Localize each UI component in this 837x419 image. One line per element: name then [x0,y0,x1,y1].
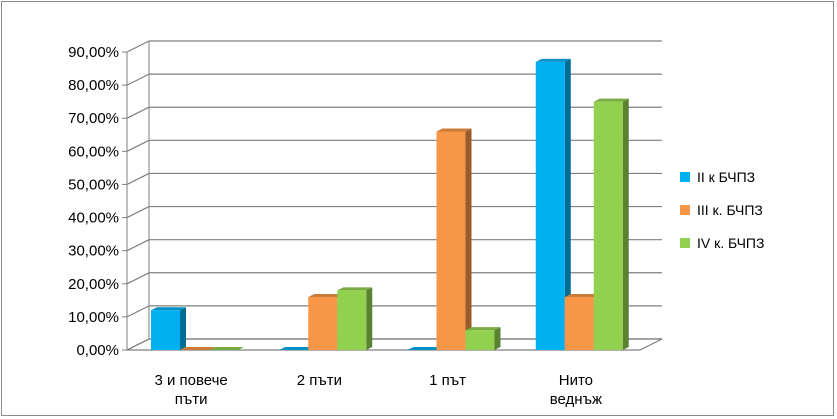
legend-swatch-0 [680,172,690,182]
x-tick-label-line: 2 пъти [297,372,342,389]
bar-front [593,101,623,351]
bar-2-1 [337,287,373,350]
legend-label-2: IV к. БЧПЗ [697,235,764,251]
bar-2-3 [593,98,629,351]
bar-top [407,347,443,350]
bar-front [465,330,495,350]
bar-front [337,290,367,350]
legend-label-1: III к. БЧПЗ [697,202,763,218]
legend-swatch-2 [680,238,690,248]
gridline-depth-8 [126,73,150,86]
bar-top [279,347,315,350]
bar-side [180,307,186,350]
bar-side [564,58,571,350]
bar-top [151,307,186,311]
y-tick-label-4: 40,00% [68,210,119,227]
bar-side [465,128,472,350]
legend: II к БЧПЗ III к. БЧПЗ IV к. БЧПЗ [680,169,764,251]
bar-2-2 [465,327,501,350]
y-tick-label-5: 50,00% [68,176,119,193]
bar-top [465,327,501,331]
gridline-depth-7 [126,106,150,119]
bar-top [337,287,373,291]
bar-top [209,347,244,350]
x-tick-label-3: Нито веднъж [550,372,602,408]
x-tick-label-0: 3 и повече пъти [154,372,227,408]
legend-swatch-1 [680,205,690,215]
bar-front [308,297,338,350]
gridline-depth-6 [126,139,150,152]
gridline-depth-4 [126,206,150,219]
bar-top [180,347,215,350]
bar-side [494,327,501,350]
y-tick-label-3: 30,00% [68,243,119,260]
bar-1-0 [180,347,215,350]
bar-side [366,287,373,350]
bar-2-0 [209,347,244,350]
bar-0-1 [279,347,315,350]
x-tick-label-line: Нито [559,372,593,389]
bar-front [151,310,180,350]
y-tick-label-6: 60,00% [68,143,119,160]
bar-0-2 [407,347,443,350]
bar-1-2 [436,128,472,350]
bar-side [622,98,629,351]
bar-top [535,58,571,62]
bar-0-0 [151,307,186,350]
bar-front [436,131,466,350]
x-tick-label-1: 2 пъти [297,372,342,389]
bar-top [593,98,629,102]
y-tick-label-7: 70,00% [68,110,119,127]
x-tick-label-line: веднъж [550,391,602,408]
y-tick-label-0: 0,00% [76,342,119,359]
x-tick-label-2: 1 път [429,372,466,389]
gridline-depth-1 [126,305,150,318]
bar-0-3 [535,58,571,350]
y-tick-label-1: 10,00% [68,309,119,326]
bars-layer [151,58,629,351]
x-tick-label-line: 1 път [429,372,466,389]
bar-top [308,294,344,298]
gridline-depth-2 [126,272,150,285]
y-tick-label-8: 80,00% [68,77,119,94]
bar-front [535,61,565,350]
x-tick-label-line: пъти [175,391,208,408]
gridline-depth-9 [126,40,150,53]
bar-front [564,297,594,350]
gridline-depth-3 [126,239,150,252]
bar-top [564,294,600,298]
x-tick-label-line: 3 и повече [154,372,227,389]
legend-label-0: II к БЧПЗ [697,169,755,185]
gridline-depth-5 [126,172,150,185]
bar-top [436,128,472,132]
y-tick-label-2: 20,00% [68,276,119,293]
y-tick-label-9: 90,00% [68,44,119,61]
axis-layer: 0,00% 10,00% 20,00% 30,00% 40,00% 50,00% 60,00… [68,44,602,408]
